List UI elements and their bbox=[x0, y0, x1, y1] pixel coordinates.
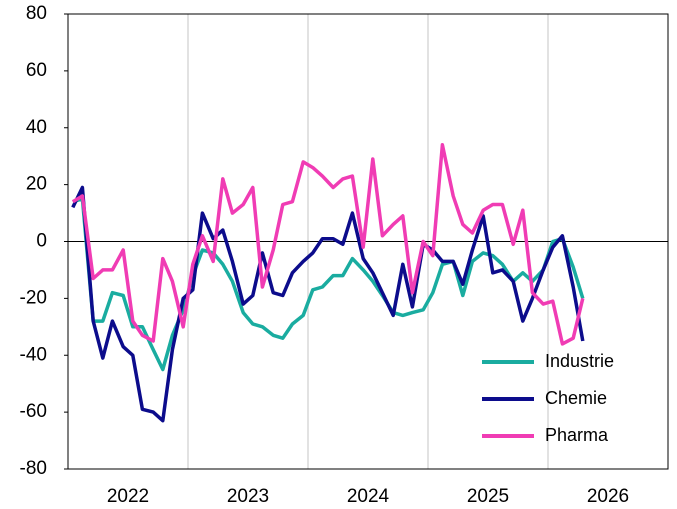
x-tick-label: 2024 bbox=[347, 486, 390, 507]
legend-label: Chemie bbox=[545, 388, 607, 408]
series-line bbox=[71, 143, 585, 346]
series-line bbox=[71, 185, 585, 423]
series-line bbox=[72, 197, 585, 372]
legend-label: Pharma bbox=[545, 425, 609, 445]
y-tick-label: -80 bbox=[20, 458, 47, 479]
x-tick-label: 2026 bbox=[587, 486, 629, 507]
y-tick-label: -40 bbox=[20, 344, 47, 365]
y-tick-label: 80 bbox=[26, 3, 47, 24]
y-tick-label: 40 bbox=[26, 117, 47, 138]
y-tick-label: 0 bbox=[36, 231, 47, 252]
x-tick-label: 2023 bbox=[227, 486, 269, 507]
y-tick-label: -60 bbox=[20, 401, 47, 422]
y-tick-label: 60 bbox=[26, 60, 47, 81]
y-tick-label: 20 bbox=[26, 174, 47, 195]
y-tick-label: -20 bbox=[20, 287, 47, 308]
plot-frame bbox=[67, 13, 669, 470]
legend-label: Industrie bbox=[545, 351, 614, 371]
x-tick-label: 2025 bbox=[467, 486, 509, 507]
x-tick-label: 2022 bbox=[107, 486, 149, 507]
